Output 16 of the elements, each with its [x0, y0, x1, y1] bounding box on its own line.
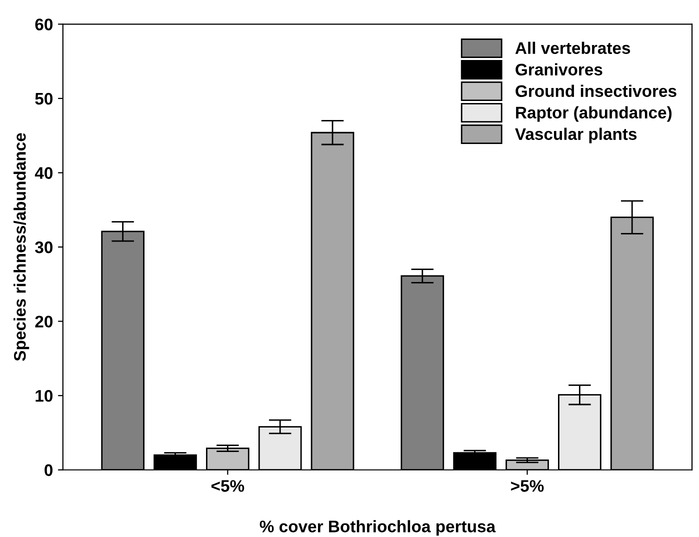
legend-label: Raptor (abundance)	[516, 106, 672, 122]
x-tick-label: >5%	[511, 480, 544, 492]
legend-label: Vascular plants	[515, 128, 637, 144]
y-tick-label: 10	[36, 390, 53, 402]
y-tick-label: 30	[35, 241, 53, 254]
legend-label: Granivores	[516, 63, 602, 76]
y-tick-label: 60	[35, 18, 53, 30]
x-tick-label: <5%	[211, 480, 244, 492]
legend-label: All vertebrates	[515, 42, 630, 54]
y-axis-title: Species richness/abundance	[14, 133, 30, 361]
y-tick-label: 40	[34, 167, 53, 179]
x-axis-title: % cover Bothriochloa pertusa	[260, 520, 496, 536]
y-tick-label: 50	[35, 92, 53, 105]
y-tick-label: 20	[35, 316, 53, 328]
legend-label: Ground insectivores	[516, 84, 676, 97]
y-tick-label: 0	[44, 464, 53, 476]
